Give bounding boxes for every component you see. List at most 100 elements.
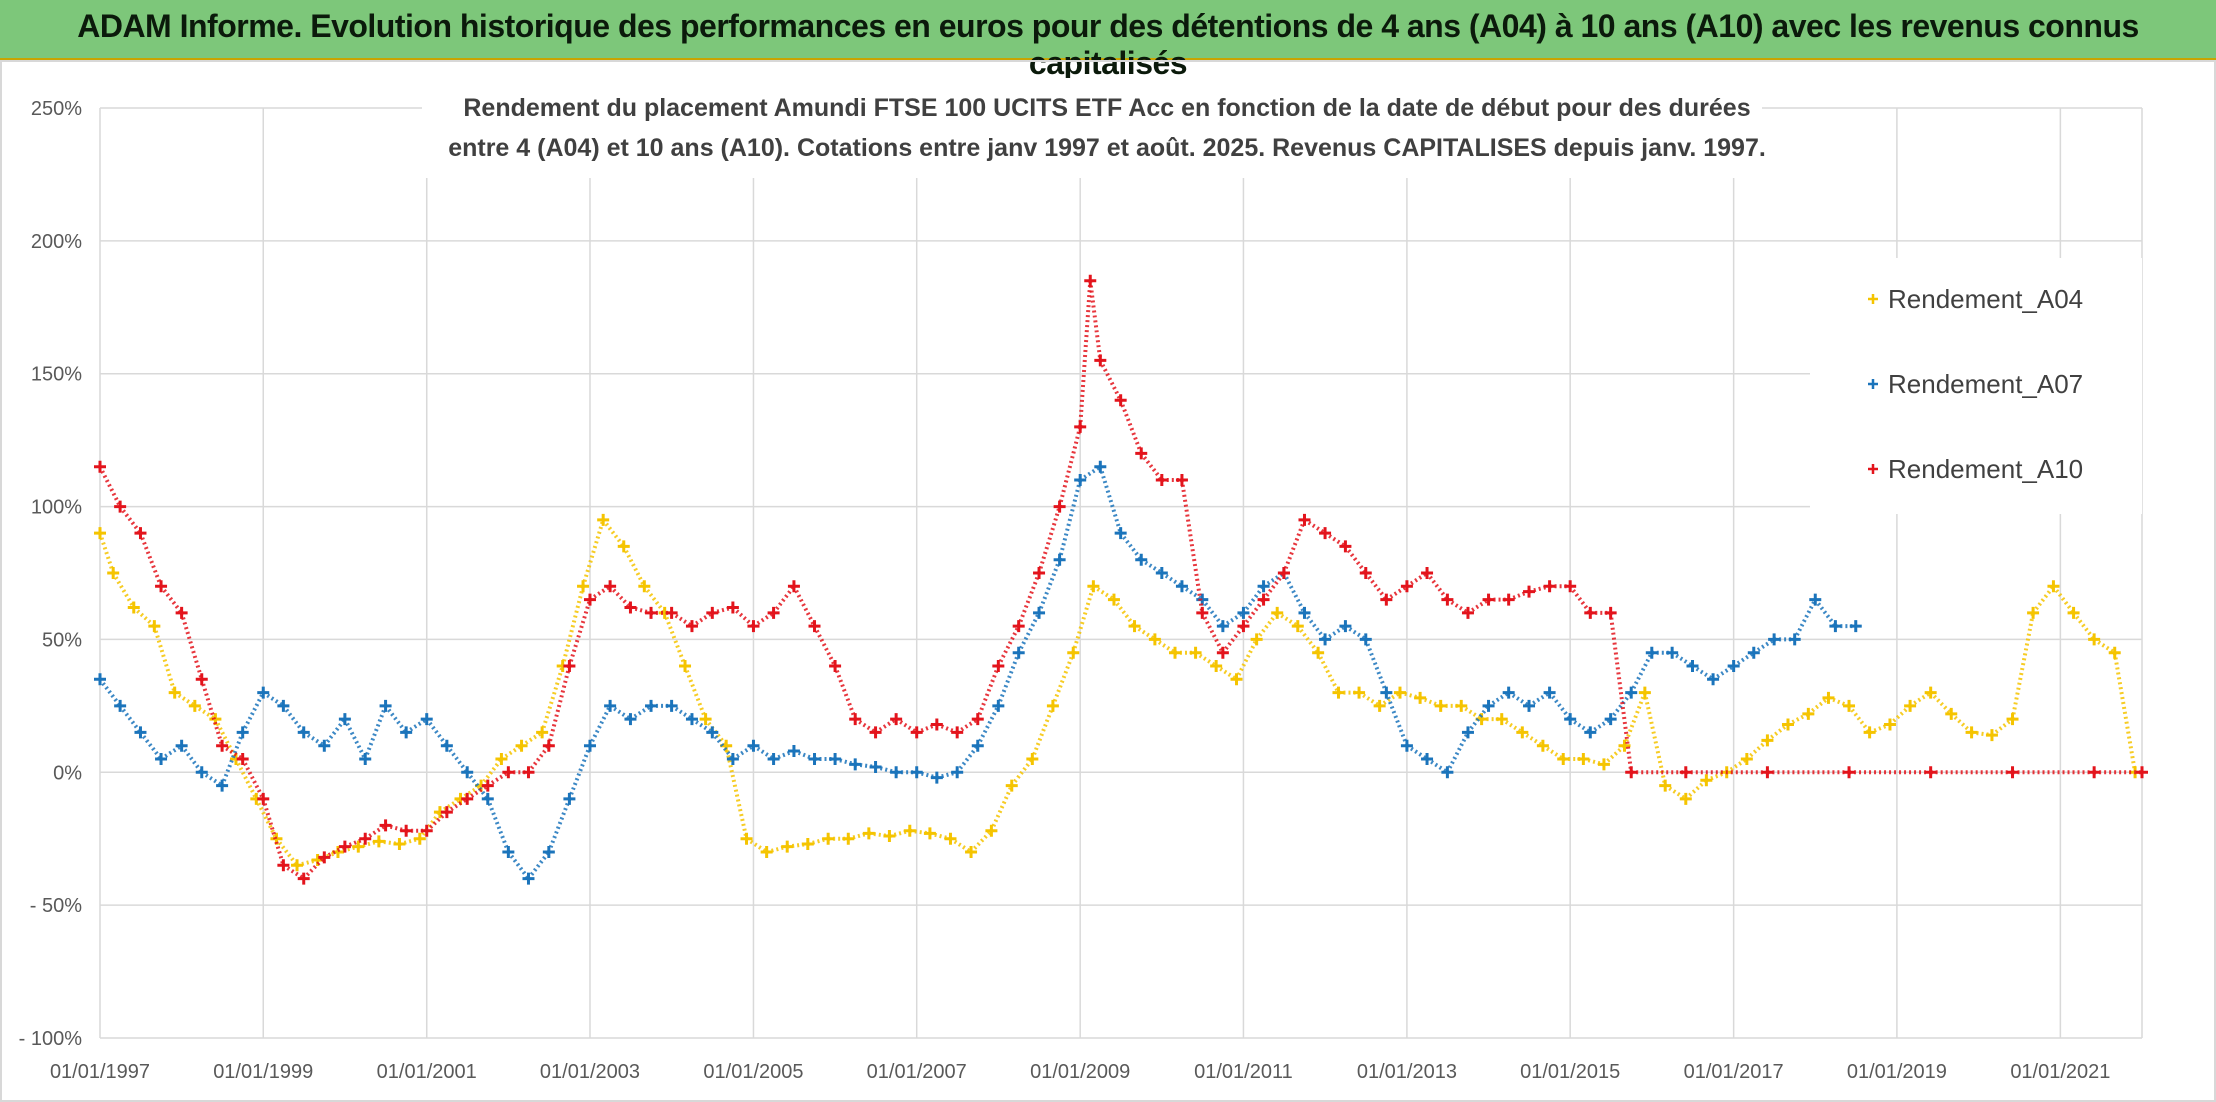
- series-trace: [479, 757, 504, 787]
- x-tick-label: 01/01/2005: [703, 1061, 803, 1083]
- data-point: [216, 739, 229, 752]
- series-trace: [1792, 598, 1818, 641]
- series-trace: [786, 842, 809, 849]
- data-point: [1298, 513, 1311, 526]
- data-point: [1312, 646, 1325, 659]
- series-trace: [1466, 597, 1490, 615]
- series-trace: [731, 606, 755, 628]
- series-trace: [1745, 738, 1769, 761]
- data-point: [107, 567, 120, 579]
- y-tick-label: 250%: [31, 98, 82, 120]
- data-point: [951, 726, 964, 739]
- series-trace: [2071, 611, 2096, 641]
- series-trace: [1098, 466, 1123, 534]
- series-trace: [1215, 664, 1238, 681]
- title-background: [422, 78, 1762, 178]
- series-trace: [724, 745, 749, 840]
- series-trace: [1752, 637, 1776, 655]
- series-trace: [1466, 704, 1491, 734]
- series-trace: [98, 465, 122, 508]
- series-trace: [221, 744, 244, 761]
- plot-area: [94, 274, 2148, 885]
- series-trace: [1016, 611, 1041, 654]
- data-point: [236, 753, 249, 765]
- data-point: [1114, 527, 1127, 540]
- series-trace: [274, 837, 299, 867]
- data-point: [440, 806, 453, 819]
- series-trace: [240, 691, 266, 734]
- series-trace: [1153, 637, 1177, 655]
- series-trace: [1405, 571, 1429, 588]
- series-trace: [1949, 712, 1973, 734]
- series-trace: [895, 717, 918, 735]
- series-trace: [445, 797, 469, 814]
- series-trace: [1303, 518, 1327, 535]
- data-point: [297, 726, 310, 739]
- data-point: [114, 500, 127, 513]
- legend-marker: [1868, 294, 1878, 304]
- series-trace: [1261, 571, 1286, 601]
- series-trace: [588, 704, 612, 747]
- series-trace: [1460, 704, 1483, 721]
- data-point: [849, 713, 862, 726]
- data-point: [740, 832, 753, 845]
- series-trace: [159, 585, 184, 615]
- series-trace: [118, 505, 143, 535]
- series-trace: [1323, 624, 1347, 642]
- series-trace: [1787, 712, 1810, 727]
- series-trace: [344, 836, 366, 849]
- series-trace: [1813, 598, 1837, 628]
- series-trace: [1602, 744, 1626, 766]
- data-point: [175, 606, 188, 619]
- data-point: [1543, 580, 1556, 593]
- data-point: [155, 753, 168, 765]
- data-point: [849, 758, 862, 771]
- series-trace: [711, 605, 734, 615]
- series-trace: [792, 585, 817, 628]
- data-point: [829, 753, 842, 765]
- data-point: [379, 819, 392, 832]
- chart: 250% 200% 150% 100% 50% 0% - 50% - 100% 01/01/1…: [19, 78, 2148, 1083]
- series-trace: [1609, 691, 1633, 721]
- x-tick-label: 01/01/2017: [1684, 1061, 1784, 1083]
- data-point: [257, 792, 270, 805]
- series-trace: [1608, 612, 1634, 773]
- data-point: [291, 859, 304, 872]
- data-point: [1707, 673, 1720, 686]
- data-point: [1482, 699, 1495, 712]
- series-trace: [1363, 638, 1389, 694]
- series-trace: [199, 678, 225, 747]
- series-trace: [405, 717, 428, 735]
- series-trace: [2093, 637, 2116, 655]
- series-trace: [1527, 690, 1551, 708]
- x-tick-label: 01/01/2001: [377, 1061, 477, 1083]
- data-point: [1046, 699, 1059, 712]
- data-point: [1883, 718, 1896, 731]
- data-point: [1421, 567, 1434, 579]
- series-trace: [1487, 690, 1510, 708]
- series-trace: [282, 863, 305, 881]
- series-trace: [807, 836, 829, 846]
- data-point: [1005, 779, 1018, 792]
- series-trace: [1221, 611, 1245, 628]
- data-point: [1577, 753, 1590, 765]
- series-trace: [1180, 584, 1204, 602]
- series-trace: [262, 690, 285, 708]
- data-point: [624, 713, 637, 726]
- data-point: [951, 766, 964, 779]
- series-trace: [752, 611, 775, 628]
- series-trace: [1119, 531, 1143, 561]
- series-trace: [2051, 585, 2076, 615]
- y-tick-label: - 50%: [30, 895, 82, 917]
- series-trace: [975, 665, 1001, 720]
- series-trace: [138, 731, 163, 761]
- series-trace: [1732, 651, 1755, 668]
- series-trace: [833, 665, 858, 720]
- series-trace: [888, 828, 911, 838]
- series-trace: [1057, 426, 1083, 508]
- series-trace: [567, 598, 592, 667]
- legend-marker: [1868, 379, 1878, 389]
- data-point: [1175, 474, 1188, 486]
- series-trace: [854, 762, 876, 769]
- series-trace: [1528, 584, 1551, 594]
